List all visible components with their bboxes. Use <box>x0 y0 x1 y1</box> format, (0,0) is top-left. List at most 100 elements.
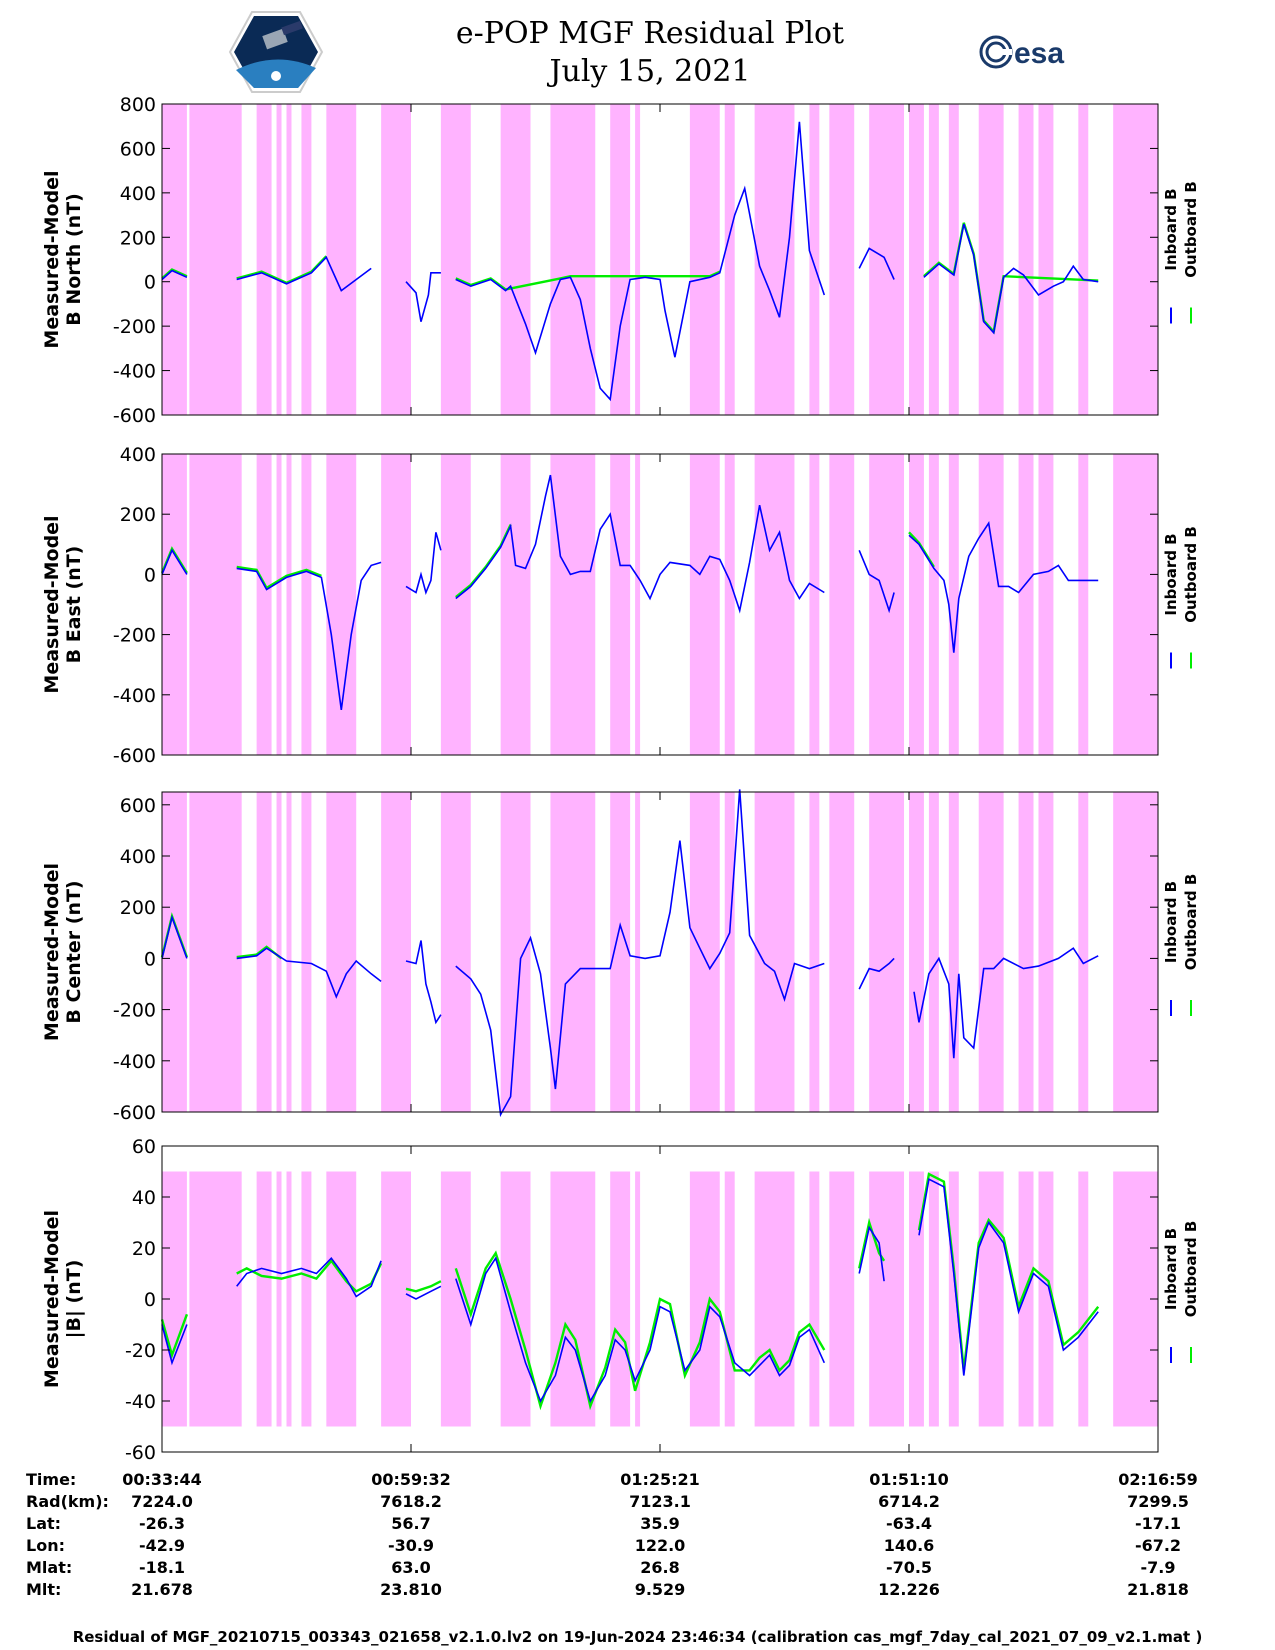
shade-span <box>689 792 720 1112</box>
shade-span <box>1038 104 1054 415</box>
shade-span <box>1018 104 1034 415</box>
shade-span <box>326 104 357 415</box>
legend-label: Inboard B <box>1162 881 1180 963</box>
shade-span <box>189 454 242 755</box>
cassiope-logo <box>228 11 324 93</box>
shade-span <box>869 1171 905 1427</box>
outboard-series-line <box>161 268 188 280</box>
shade-span <box>829 104 855 415</box>
info-row-value: 56.7 <box>391 1514 431 1533</box>
shade-span <box>256 1171 272 1427</box>
inboard-series-line <box>236 255 372 292</box>
shade-span <box>724 792 735 1112</box>
y-tick-label: 0 <box>144 1289 156 1311</box>
y-tick-label: 60 <box>132 1136 156 1158</box>
y-axis-label: |B| (nT) <box>63 1260 85 1339</box>
shade-span <box>440 792 471 1112</box>
shade-span <box>440 104 471 415</box>
y-tick-label: 800 <box>120 94 156 116</box>
inboard-series-line <box>908 521 1099 653</box>
shade-span <box>909 104 924 415</box>
shade-span <box>381 104 411 415</box>
shade-span <box>978 104 1004 415</box>
shade-span <box>256 792 272 1112</box>
info-row-value: -7.9 <box>1140 1558 1176 1577</box>
y-tick-label: -200 <box>113 625 156 647</box>
shade-span <box>1038 792 1054 1112</box>
inboard-series-line <box>455 789 825 1118</box>
shade-span <box>978 1171 1004 1427</box>
info-row-label: Lon: <box>26 1536 65 1555</box>
shade-span <box>162 792 187 1112</box>
info-row-value: 23.810 <box>380 1580 442 1599</box>
info-row-value: 35.9 <box>640 1514 680 1533</box>
info-row-value: -26.3 <box>138 1514 186 1533</box>
y-tick-label: 0 <box>144 564 156 586</box>
shade-span <box>1038 1171 1054 1427</box>
outboard-series-line <box>236 1258 383 1293</box>
y-axis-label: Measured-Model <box>41 863 63 1041</box>
inboard-series-line <box>858 1225 885 1282</box>
y-axis-label: Measured-Model <box>41 170 63 348</box>
inboard-series-line <box>161 548 188 575</box>
shade-span <box>809 1171 820 1427</box>
shade-span <box>689 1171 720 1427</box>
info-row-value: 00:33:44 <box>122 1470 202 1489</box>
shade-span <box>610 1171 631 1427</box>
shade-span <box>301 792 312 1112</box>
shade-span <box>189 1171 242 1427</box>
info-row-value: -18.1 <box>138 1558 186 1577</box>
inboard-series-line <box>858 549 895 614</box>
shade-span <box>1078 454 1089 755</box>
inboard-series-line <box>405 1285 442 1300</box>
shade-span <box>809 454 820 755</box>
y-tick-label: -40 <box>125 1391 156 1413</box>
outboard-series-line <box>160 1313 189 1360</box>
shade-span <box>754 104 795 415</box>
y-tick-label: -600 <box>113 1102 156 1124</box>
shade-span <box>276 1171 282 1427</box>
shade-span <box>978 792 1004 1112</box>
shade-span <box>286 1171 292 1427</box>
shade-span <box>909 792 924 1112</box>
shade-span <box>550 1171 596 1427</box>
shade-span <box>500 1171 531 1427</box>
y-tick-label: 200 <box>120 897 156 919</box>
y-axis-label: B East (nT) <box>63 546 85 664</box>
shade-span <box>809 104 820 415</box>
y-axis-label: B Center (nT) <box>63 880 85 1023</box>
info-row-value: -30.9 <box>387 1536 435 1555</box>
inboard-series-line <box>405 532 442 595</box>
inboard-series-line <box>455 474 825 614</box>
info-row-value: 00:59:32 <box>371 1470 451 1489</box>
inboard-series-line <box>161 914 188 959</box>
shade-span <box>869 792 905 1112</box>
info-row-value: -67.2 <box>1134 1536 1182 1555</box>
y-tick-label: 400 <box>120 444 156 466</box>
shade-span <box>909 1171 924 1427</box>
info-row-value: 01:51:10 <box>869 1470 949 1489</box>
info-row-value: 7123.1 <box>629 1492 691 1511</box>
y-tick-label: -200 <box>113 1000 156 1022</box>
shade-span <box>500 792 531 1112</box>
legend-label: Outboard B <box>1182 181 1200 278</box>
shade-span <box>550 104 596 415</box>
outboard-series-line <box>454 1250 826 1411</box>
info-row-value: 02:16:59 <box>1118 1470 1198 1489</box>
shade-span <box>1018 1171 1034 1427</box>
shade-span <box>1018 792 1034 1112</box>
shade-span <box>162 454 187 755</box>
shade-span <box>809 792 820 1112</box>
y-tick-label: 200 <box>120 504 156 526</box>
shade-span <box>1018 454 1034 755</box>
inboard-series-line <box>236 1256 382 1298</box>
info-row-value: 140.6 <box>883 1536 935 1555</box>
inboard-series-line <box>405 271 441 322</box>
shade-span <box>1078 792 1089 1112</box>
legend-label: Inboard B <box>1162 1228 1180 1310</box>
info-row-label: Rad(km): <box>26 1492 109 1511</box>
legend-label: Inboard B <box>1162 188 1180 270</box>
y-tick-label: 600 <box>120 795 156 817</box>
shade-span <box>928 792 939 1112</box>
